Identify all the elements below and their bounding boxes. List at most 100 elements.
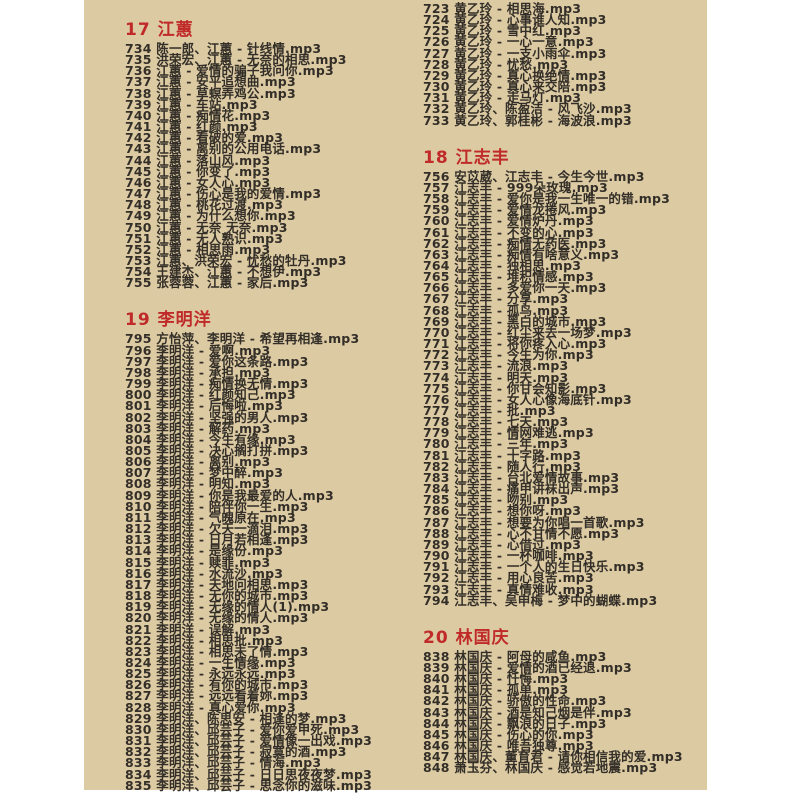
track-item: 800 李明洋 - 红颜知己.mp3 <box>125 387 296 403</box>
section-header: 17 江蕙 <box>125 20 194 40</box>
track-item: 819 李明洋 - 无缘的情人(1).mp3 <box>125 599 330 615</box>
track-item: 818 李明洋 - 无你的城市.mp3 <box>125 588 309 604</box>
track-item: 741 江蕙 - 红颜.mp3 <box>125 119 258 135</box>
track-item: 776 江志丰 - 女人心像海底针.mp3 <box>423 391 632 407</box>
track-item: 841 林国庆 - 孤单.mp3 <box>423 682 569 698</box>
track-item: 795 方怡萍、李明洋 - 希望再相逢.mp3 <box>125 331 360 347</box>
track-item: 832 李明洋、邱芸子 - 寂寞的酒.mp3 <box>125 744 347 760</box>
track-list: 734 陈一郎、江蕙 - 针线情.mp3 735 洪荣宏、江蕙 - 无奈的相思.m… <box>125 41 425 291</box>
track-item: 749 江蕙 - 为什么想你.mp3 <box>125 208 296 224</box>
track-item: 762 江志丰 - 痴情无药医.mp3 <box>423 235 607 251</box>
track-item: 736 江蕙 - 爱情的骗子我问你.mp3 <box>125 63 334 79</box>
track-item: 733 黄乙玲、郭桂彬 - 海波浪.mp3 <box>423 112 632 128</box>
track-item: 804 李明洋 - 今生有缘.mp3 <box>125 431 296 447</box>
track-item: 774 江志丰 - 明天.mp3 <box>423 369 569 385</box>
track-item: 785 江志丰 - 吻别.mp3 <box>423 492 569 508</box>
track-item: 724 黄乙玲 - 心事谁人知.mp3 <box>423 12 607 28</box>
track-item: 726 黄乙玲 - 一心一意.mp3 <box>423 34 594 50</box>
track-list: 838 林国庆 - 阿母的咸鱼.mp3 839 林国庆 - 爱情的酒已经退.mp3… <box>423 648 723 776</box>
track-item: 815 李明洋 - 赎罪.mp3 <box>125 554 271 570</box>
track-item: 748 江蕙 - 桃花过渡.mp3 <box>125 197 284 213</box>
track-item: 797 李明洋 - 爱你这条路.mp3 <box>125 353 309 369</box>
track-item: 798 李明洋 - 承担.mp3 <box>125 364 271 380</box>
track-item: 727 黄乙玲 - 一支小雨伞.mp3 <box>423 45 607 61</box>
track-item: 778 江志丰 - 七天.mp3 <box>423 414 569 430</box>
track-item: 781 江志丰 - 十字路.mp3 <box>423 447 582 463</box>
track-item: 766 江志丰 - 多爱你一天.mp3 <box>423 280 607 296</box>
track-item: 840 林国庆 - 忏悔.mp3 <box>423 671 569 687</box>
track-item: 823 李明洋 - 相思未了情.mp3 <box>125 643 309 659</box>
track-item: 773 江志丰 - 流浪.mp3 <box>423 358 569 374</box>
track-item: 828 李明洋 - 真心爱你.mp3 <box>125 699 296 715</box>
left-column: 17 江蕙 734 陈一郎、江蕙 - 针线情.mp3 735 洪荣宏、江蕙 - 无奈… <box>125 20 425 792</box>
track-item: 757 江志丰 - 999朵玫瑰.mp3 <box>423 179 608 195</box>
track-item: 848 萧玉芬、林国庆 - 感觉若地震.mp3 <box>423 760 658 776</box>
track-item: 728 黄乙玲 - 忧愁.mp3 <box>423 56 569 72</box>
track-item: 803 李明洋 - 解药.mp3 <box>125 420 271 436</box>
track-item: 842 林国庆 - 骄傲的性命.mp3 <box>423 693 607 709</box>
track-item: 772 江志丰 - 今生为你.mp3 <box>423 347 594 363</box>
track-item: 788 江志丰 - 心不甘情不愿.mp3 <box>423 525 620 541</box>
track-item: 754 王建杰、江蕙 - 不想伊.mp3 <box>125 264 322 280</box>
track-item: 755 张蓉蓉、江蕙 - 家后.mp3 <box>125 275 309 291</box>
track-item: 734 陈一郎、江蕙 - 针线情.mp3 <box>125 41 322 56</box>
track-item: 834 李明洋、邱芸子 - 日日思夜夜梦.mp3 <box>125 766 373 782</box>
track-item: 756 安苡葳、江志丰 - 今生今世.mp3 <box>423 168 645 184</box>
track-item: 786 江志丰 - 想你呀.mp3 <box>423 503 582 519</box>
track-item: 814 李明洋 - 是缘份.mp3 <box>125 543 284 559</box>
track-item: 830 李明洋、邱芸子 - 爱你爱甲死.mp3 <box>125 721 360 737</box>
track-item: 807 李明洋 - 梦中醉.mp3 <box>125 465 284 481</box>
track-item: 833 李明洋、邱芸子 - 情海.mp3 <box>125 755 322 771</box>
track-item: 843 林国庆 - 酒是知己烟是伴.mp3 <box>423 704 632 720</box>
track-item: 809 李明洋 - 你是我最爱的人.mp3 <box>125 487 334 503</box>
track-item: 758 江志丰 - 爱你是我一生唯一的错.mp3 <box>423 191 671 207</box>
track-item: 805 李明洋 - 决心搁打拼.mp3 <box>125 443 309 458</box>
track-item: 808 李明洋 - 明知.mp3 <box>125 476 271 492</box>
track-item: 764 江志丰 - 独相思.mp3 <box>423 257 582 273</box>
track-item: 812 李明洋 - 欠天一滴泪.mp3 <box>125 521 309 537</box>
track-list: 795 方怡萍、李明洋 - 希望再相逢.mp3 796 李明洋 - 爱啊.mp3 7… <box>125 331 425 792</box>
track-item: 811 李明洋 - 气魄原在.mp3 <box>125 509 296 525</box>
track-item: 783 江志丰 - 台北爱情故事.mp3 <box>423 469 620 485</box>
track-item: 817 李明洋 - 天地问相思.mp3 <box>125 576 309 592</box>
track-item: 730 黄乙玲 - 真心来交陪.mp3 <box>423 79 607 95</box>
track-item: 739 江蕙 - 车站.mp3 <box>125 96 258 112</box>
track-item: 743 江蕙 - 离别的公用电话.mp3 <box>125 141 322 157</box>
track-item: 775 江志丰 - 你甘会知影.mp3 <box>423 380 607 396</box>
track-item: 742 江蕙 - 看破的爱.mp3 <box>125 130 284 146</box>
track-item: 838 林国庆 - 阿母的咸鱼.mp3 <box>423 648 607 664</box>
track-item: 784 江志丰 - 痛甲讲袜出声.mp3 <box>423 481 620 497</box>
track-item: 752 江蕙 - 相思雨.mp3 <box>125 241 271 257</box>
track-item: 820 李明洋 - 无缘的情人.mp3 <box>125 610 309 626</box>
track-item: 765 江志丰 - 堆积情感.mp3 <box>423 269 594 285</box>
track-item: 792 江志丰 - 用心良苦.mp3 <box>423 570 594 586</box>
track-item: 740 江蕙 - 痴情花.mp3 <box>125 107 271 123</box>
track-item: 829 李明洋、陈思安 - 相逢的梦.mp3 <box>125 710 347 726</box>
track-item: 787 江志丰 - 想要为你唱一首歌.mp3 <box>423 514 645 530</box>
track-list: 723 黄乙玲 - 相思海.mp3 724 黄乙玲 - 心事谁人知.mp3 725 … <box>423 1 723 128</box>
track-item: 806 李明洋 - 离别.mp3 <box>125 454 271 470</box>
track-item: 738 江蕙 - 草螟弄鸡公.mp3 <box>125 85 296 101</box>
track-item: 769 江志丰 - 黑白的城市.mp3 <box>423 313 607 329</box>
track-item: 846 林国庆 - 唯吾独尊.mp3 <box>423 738 594 754</box>
track-item: 750 江蕙 - 无奈 无奈.mp3 <box>125 219 288 235</box>
track-item: 760 江志丰 - 爱情炉丹.mp3 <box>423 213 594 229</box>
track-item: 744 江蕙 - 落山风.mp3 <box>125 152 271 168</box>
track-item: 745 江蕙 - 你变了.mp3 <box>125 163 271 179</box>
track-list: 756 安苡葳、江志丰 - 今生今世.mp3 757 江志丰 - 999朵玫瑰.m… <box>423 168 723 607</box>
track-item: 816 李明洋 - 水流沙.mp3 <box>125 565 284 581</box>
track-item: 831 李明洋、邱芸子 - 爱情像一出戏.mp3 <box>125 733 373 749</box>
track-item: 793 江志丰 - 真情难收.mp3 <box>423 581 594 597</box>
track-item: 847 林国庆、董育君 - 请你相信我的爱.mp3 <box>423 749 683 765</box>
track-item: 746 江蕙 - 女人心.mp3 <box>125 174 271 190</box>
track-item: 789 江志丰 - 心借过.mp3 <box>423 536 582 552</box>
track-item: 790 江志丰 - 一杯咖啡.mp3 <box>423 548 594 564</box>
track-item: 813 李明洋 - 日月若相逢.mp3 <box>125 532 309 548</box>
track-item: 796 李明洋 - 爱啊.mp3 <box>125 342 271 358</box>
track-item: 791 江志丰 - 一个人的生日快乐.mp3 <box>423 559 645 575</box>
track-item: 810 李明洋 - 陪伴你一生.mp3 <box>125 498 309 514</box>
track-item: 732 黄乙玲、陈盈洁 - 风飞沙.mp3 <box>423 101 632 117</box>
track-item: 801 李明洋 - 后悔啦.mp3 <box>125 398 284 414</box>
track-item: 723 黄乙玲 - 相思海.mp3 <box>423 1 582 16</box>
track-item: 753 江蕙、洪荣宏 - 忧愁的牡丹.mp3 <box>125 252 347 268</box>
